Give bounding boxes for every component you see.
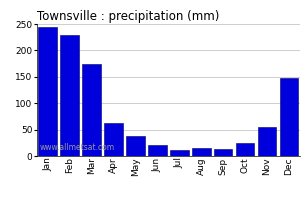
Bar [148,145,167,156]
Bar [60,35,79,156]
Bar [280,78,298,156]
Text: www.allmetsat.com: www.allmetsat.com [39,143,114,152]
Bar [82,64,101,156]
Bar [38,27,57,156]
Bar [258,127,276,156]
Bar [126,136,145,156]
Text: Townsville : precipitation (mm): Townsville : precipitation (mm) [37,10,219,23]
Bar [192,148,211,156]
Bar [236,143,254,156]
Bar [214,149,233,156]
Bar [170,150,188,156]
Bar [104,123,123,156]
